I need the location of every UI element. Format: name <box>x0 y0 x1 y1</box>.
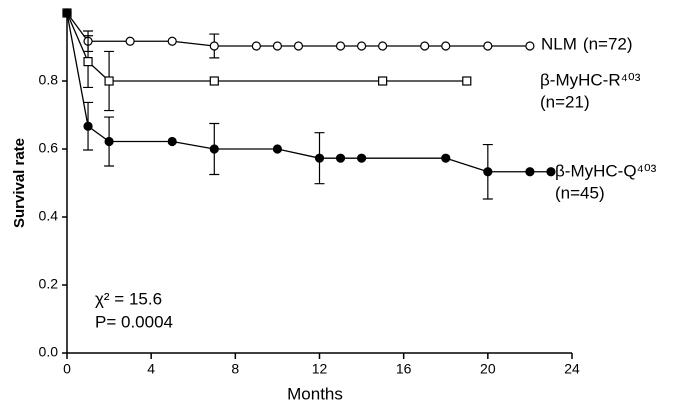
marker <box>335 41 346 51</box>
x-tick-label: 0 <box>63 361 71 377</box>
marker <box>378 41 388 51</box>
marker <box>167 136 177 147</box>
marker <box>125 36 135 46</box>
marker <box>209 144 219 154</box>
x-tick-label: 4 <box>147 361 155 377</box>
marker <box>335 153 346 163</box>
y-tick-label: 0.0 <box>39 344 59 360</box>
legend-n-label: (n=72) <box>583 34 633 53</box>
marker <box>420 41 430 51</box>
x-tick-label: 24 <box>564 361 580 377</box>
marker <box>293 41 304 51</box>
marker <box>462 76 472 86</box>
legend-n-label: (n=45) <box>555 183 605 202</box>
legend-label: NLM <box>541 34 577 53</box>
x-tick-label: 12 <box>312 361 328 377</box>
marker <box>209 76 219 86</box>
legend-label: β-MyHC-Q⁴⁰³ <box>555 161 657 180</box>
x-axis-label: Months <box>287 384 343 403</box>
series-line <box>66 12 551 173</box>
marker <box>546 167 556 177</box>
marker <box>483 41 493 51</box>
marker <box>251 41 261 51</box>
marker <box>483 167 493 177</box>
marker <box>83 121 93 131</box>
annotation: χ² = 15.6 <box>95 289 162 308</box>
marker <box>356 153 367 163</box>
y-tick-label: 0.2 <box>39 276 59 292</box>
marker <box>272 144 283 154</box>
annotation: P= 0.0004 <box>95 312 173 331</box>
x-tick-label: 16 <box>396 361 412 377</box>
y-axis-label: Survival rate <box>11 138 28 228</box>
marker <box>356 41 367 51</box>
marker <box>83 57 93 67</box>
marker <box>104 76 114 86</box>
y-tick-label: 0.8 <box>39 72 59 88</box>
marker <box>104 136 114 147</box>
marker <box>441 153 451 163</box>
legend-n-label: (n=21) <box>540 92 590 111</box>
marker <box>525 41 535 51</box>
marker <box>314 153 325 163</box>
series-line <box>66 12 467 82</box>
x-tick-label: 8 <box>231 361 239 377</box>
marker <box>272 41 283 51</box>
legend-label: β-MyHC-R⁴⁰³ <box>540 70 641 89</box>
marker <box>167 36 177 46</box>
series-line <box>66 12 530 47</box>
marker <box>62 8 72 18</box>
y-tick-label: 0.4 <box>39 208 59 224</box>
marker <box>378 76 388 86</box>
marker <box>441 41 451 51</box>
marker <box>525 167 535 177</box>
y-tick-label: 0.6 <box>39 140 59 156</box>
marker <box>209 41 219 51</box>
x-tick-label: 20 <box>480 361 496 377</box>
